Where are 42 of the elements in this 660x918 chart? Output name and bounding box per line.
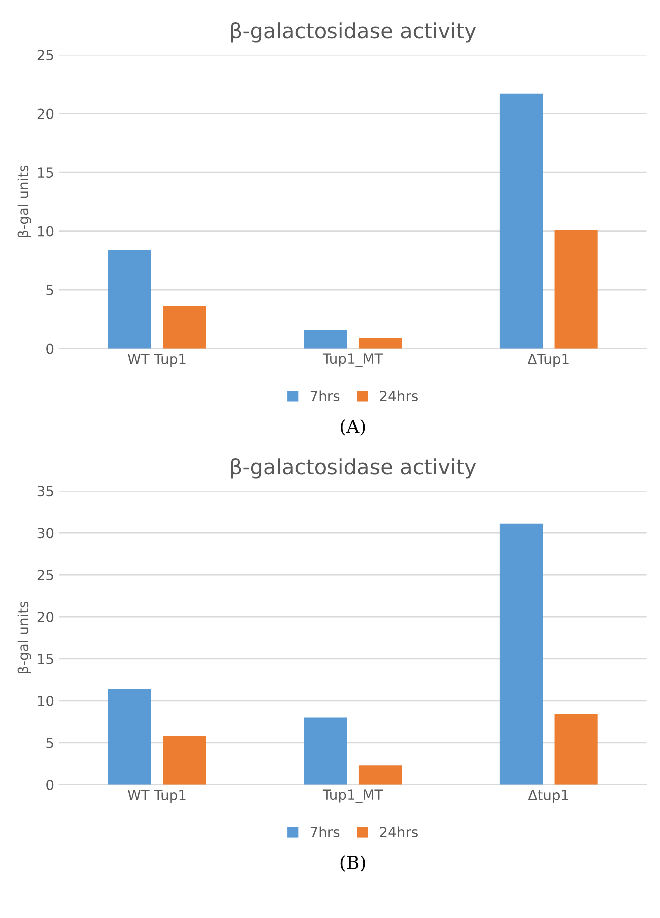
chart-title: β-galactosidase activity — [231, 458, 476, 479]
x-tick-label: Δtup1 — [528, 790, 568, 804]
y-tick-label: 15 — [38, 654, 54, 664]
text: (A) — [340, 419, 366, 436]
y-tick-label: 0 — [46, 780, 54, 790]
bar — [500, 94, 544, 349]
legend-label: 24hrs — [380, 390, 418, 402]
x-tick-label: WT Tup1 — [128, 354, 186, 368]
y-tick-label: 30 — [38, 528, 54, 539]
y-tick-label: 25 — [38, 570, 54, 581]
y-tick-label: 10 — [38, 226, 54, 237]
bar — [358, 766, 402, 785]
bar — [163, 306, 206, 349]
y-tick-label: 20 — [38, 612, 54, 622]
y-tick-label: 15 — [38, 168, 54, 178]
bar — [304, 330, 348, 349]
bar — [163, 736, 206, 785]
legend-label: 7hrs — [310, 390, 340, 402]
bar — [108, 250, 152, 349]
bar — [108, 689, 152, 785]
text: (B) — [340, 855, 366, 872]
y-tick-label: 25 — [38, 50, 54, 61]
bar — [500, 524, 544, 785]
bar — [304, 718, 348, 785]
y-tick-label: 20 — [38, 108, 54, 120]
legend-label: 7hrs — [310, 826, 340, 838]
y-tick-label: 35 — [38, 486, 54, 497]
y-tick-label: 5 — [46, 285, 54, 296]
x-tick-label: Tup1_MT — [322, 790, 384, 804]
y-axis-title: β-gal units — [18, 166, 32, 238]
x-tick-label: Tup1_MT — [322, 354, 384, 368]
y-tick-label: 0 — [46, 344, 54, 354]
bar — [554, 714, 598, 785]
legend-label: 24hrs — [380, 826, 418, 838]
chart-title: β-galactosidase activity — [231, 22, 476, 43]
y-tick-label: 5 — [46, 738, 54, 748]
bar — [554, 230, 598, 349]
bar — [358, 338, 402, 349]
y-axis-title: β-gal units — [18, 602, 32, 674]
x-tick-label: ΔTup1 — [528, 354, 569, 368]
x-tick-label: WT Tup1 — [128, 790, 186, 804]
y-tick-label: 10 — [38, 696, 54, 706]
